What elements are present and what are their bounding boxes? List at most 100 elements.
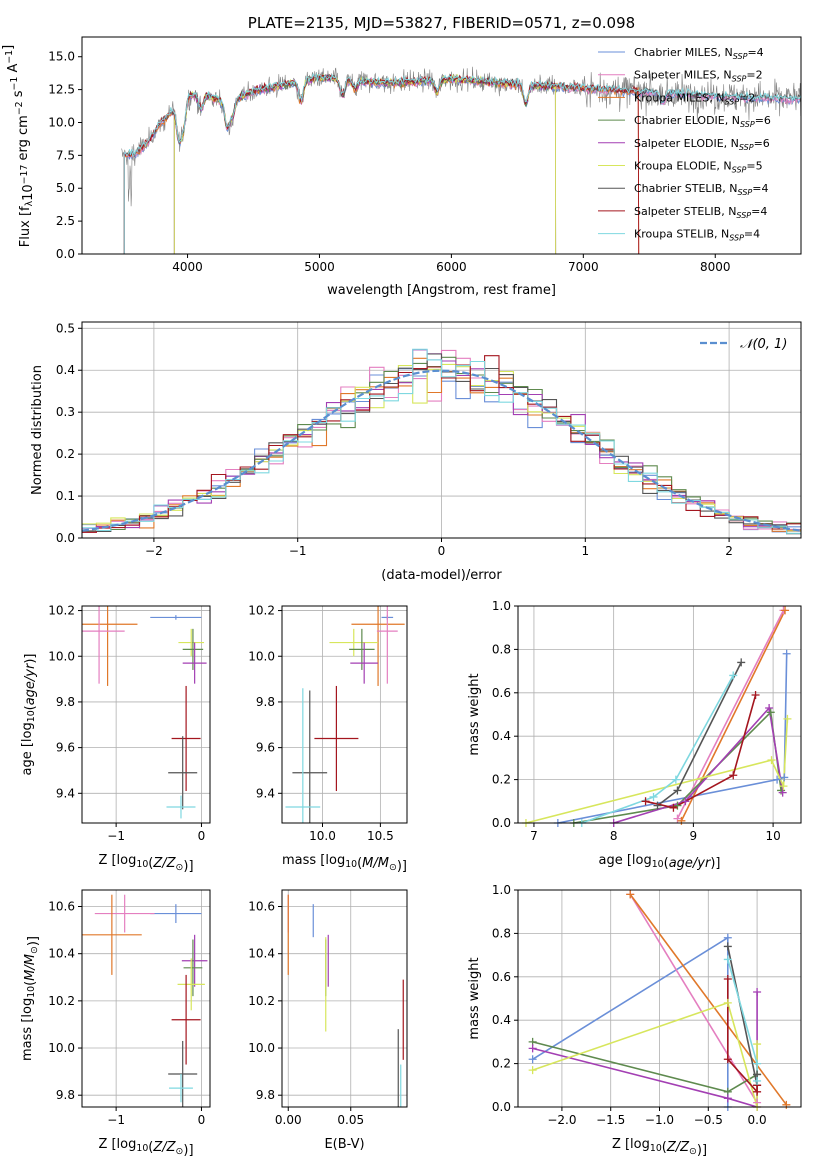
y-tick-label: 5.0 [56, 181, 75, 195]
y-tick-label: 9.4 [56, 786, 75, 800]
weight-line [557, 653, 788, 823]
plot-area [285, 606, 405, 823]
plus-marker [753, 1076, 762, 1085]
x-tick-label: −1 [107, 1113, 125, 1127]
x-axis-label: wavelength [Angstrom, rest frame] [327, 283, 556, 298]
axes-frame [81, 889, 211, 1108]
x-tick-label: 2 [725, 544, 733, 558]
x-tick-label: 6000 [436, 260, 467, 274]
x-tick-label: 0.00 [275, 1113, 302, 1127]
model-spectrum [173, 73, 557, 254]
legend-label: Kroupa STELIB, NSSP=4 [634, 228, 760, 243]
y-tick-label: 15.0 [48, 50, 75, 64]
plus-marker [780, 773, 789, 782]
y-tick-label: 9.8 [256, 695, 275, 709]
y-tick-label: 0.2 [492, 1057, 511, 1071]
legend-label: Kroupa ELODIE, NSSP=5 [634, 160, 763, 175]
y-tick-label: 0.6 [492, 970, 511, 984]
plot-area [82, 894, 208, 1107]
y-tick-label: 10.0 [248, 649, 275, 663]
plus-marker [723, 998, 732, 1007]
plus-marker [641, 797, 650, 806]
plus-marker [729, 771, 738, 780]
plus-marker [723, 974, 732, 983]
x-tick-label: 7000 [568, 260, 599, 274]
plus-marker [753, 1040, 762, 1049]
model-spectrum [173, 73, 557, 254]
y-axis-label: Flux [fλ10−17 erg cm−2 s−1 A−1] [1, 45, 36, 247]
plus-marker [751, 690, 760, 699]
y-tick-label: 10.0 [48, 649, 75, 663]
axes-frame [281, 605, 408, 824]
legend-label: Salpeter MILES, NSSP=2 [634, 69, 763, 84]
plus-marker [528, 1066, 537, 1075]
plus-marker [723, 1094, 732, 1103]
axes-frame [281, 889, 408, 1108]
y-tick-label: 0.4 [492, 729, 511, 743]
y-tick-label: 0.4 [492, 1013, 511, 1027]
plus-marker [528, 1055, 537, 1064]
panel-age-vs-Z: −1 0 9.4 9.6 9.8 10.0 10.2 Z [log10(Z/Z⊙)] age [… [20, 604, 211, 874]
x-tick-label: −2 [145, 544, 163, 558]
plus-marker [781, 606, 790, 615]
x-axis-label: Z [log10(Z/Z⊙)] [98, 1137, 193, 1158]
weight-line [581, 675, 734, 823]
model-spectrum [173, 74, 557, 254]
y-tick-label: 10.0 [248, 1041, 275, 1055]
plot-area [121, 66, 801, 254]
histogram-step [82, 348, 801, 534]
plus-marker [673, 786, 682, 795]
y-axis-label: mass weight [467, 957, 482, 1039]
x-axis-label: Z [log10(Z/Z⊙)] [98, 853, 193, 874]
axes-frame [517, 889, 802, 1108]
model-spectrum [123, 73, 640, 254]
plus-marker [783, 714, 792, 723]
data-spectrum [121, 66, 801, 207]
panel-massweight-vs-age: 7 8 9 10 0.0 0.2 0.4 0.6 0.8 1.0 age [log10(age/yr… [467, 599, 802, 871]
panel-mass-vs-ebv: 0.00 0.05 9.8 10.0 10.2 10.4 10.6 E(B-V) [248, 889, 408, 1152]
y-tick-label: 10.2 [48, 994, 75, 1008]
y-tick-label: 9.4 [256, 786, 275, 800]
x-tick-label: 0 [198, 1113, 206, 1127]
plus-marker [773, 775, 782, 784]
x-tick-label: 4000 [172, 260, 203, 274]
y-tick-label: 0.5 [56, 321, 75, 335]
x-tick-label: 10.0 [309, 829, 336, 843]
y-tick-label: 0.0 [492, 816, 511, 830]
y-tick-label: 0.8 [492, 642, 511, 656]
y-tick-label: 0.0 [492, 1100, 511, 1114]
y-tick-label: 0.1 [56, 489, 75, 503]
plus-marker [723, 955, 732, 964]
legend-label: 𝒩(0, 1) [740, 337, 787, 352]
plus-marker [779, 782, 788, 791]
y-tick-label: 10.2 [48, 604, 75, 618]
weight-line [629, 893, 788, 1106]
y-tick-label: 10.0 [48, 115, 75, 129]
panel-age-vs-mass: 10.0 10.5 9.4 9.6 9.8 10.0 10.2 mass [log10(M/M… [248, 604, 408, 874]
plot-area [525, 609, 789, 823]
plus-marker [671, 775, 680, 784]
legend-label: Salpeter ELODIE, NSSP=6 [634, 137, 770, 152]
y-tick-label: 0.2 [56, 447, 75, 461]
legend-label: Kroupa MILES, NSSP=2 [634, 91, 755, 106]
legend-label: Chabrier MILES, NSSP=4 [634, 46, 764, 61]
y-tick-label: 9.8 [56, 695, 75, 709]
y-tick-label: 0.0 [56, 531, 75, 545]
plot-area [82, 606, 207, 819]
plus-marker [767, 756, 776, 765]
plus-marker [626, 890, 635, 899]
legend-label: Chabrier ELODIE, NSSP=6 [634, 114, 771, 129]
y-tick-label: 10.4 [48, 947, 75, 961]
y-tick-label: 0.2 [492, 773, 511, 787]
panel-massweight-vs-Z: −2.0 −1.5 −1.0 −0.5 0.0 0.0 0.2 0.4 0.6 0.8 1.0 Z [… [467, 883, 802, 1158]
x-tick-label: 10.5 [367, 829, 394, 843]
axes-frame [517, 605, 802, 824]
y-axis-label: mass [log10(M/M⊙)] [20, 936, 41, 1061]
weight-line [613, 706, 784, 823]
plot-area [82, 348, 801, 535]
x-tick-label: 1 [581, 544, 589, 558]
plus-marker [528, 1044, 537, 1053]
plus-marker [723, 933, 732, 942]
chart-title: PLATE=2135, MJD=53827, FIBERID=0571, z=0… [248, 14, 635, 32]
x-axis-label: mass [log10(M/M⊙)] [282, 853, 407, 874]
